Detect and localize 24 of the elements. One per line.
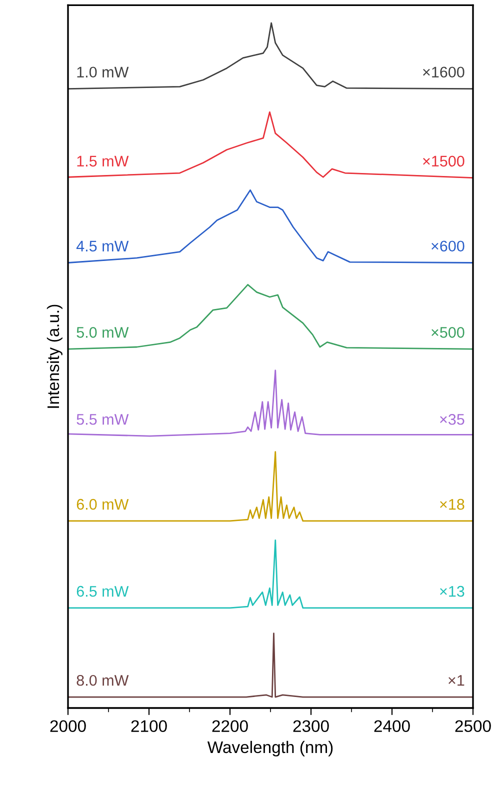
x-tick-label: 2400 bbox=[374, 720, 410, 732]
x-tick-label: 2100 bbox=[131, 720, 167, 732]
x-tick-label: 2300 bbox=[293, 720, 329, 732]
series-label: 1.0 mW bbox=[77, 66, 129, 78]
x-axis-title: Wavelength (nm) bbox=[207, 740, 333, 756]
series-label: 6.0 mW bbox=[76, 498, 129, 510]
series-label: 1.5 mW bbox=[77, 156, 129, 167]
annotation: ×13 bbox=[440, 586, 464, 597]
series-label: 5.0 mW bbox=[76, 326, 129, 338]
x-tick-label: 2500 bbox=[455, 720, 491, 732]
series-label: 8.0 mW bbox=[76, 674, 129, 686]
annotation: ×18 bbox=[440, 498, 464, 510]
annotation: ×500 bbox=[432, 326, 464, 338]
annotation: ×35 bbox=[440, 414, 464, 425]
x-tick-label: 2000 bbox=[50, 720, 86, 732]
y-axis-title: Intensity (a.u.) bbox=[46, 304, 62, 408]
annotation: ×600 bbox=[432, 240, 464, 252]
annotation: ×1500 bbox=[423, 156, 464, 167]
series-label: 6.5 mW bbox=[76, 586, 129, 597]
series-label: 4.5 mW bbox=[76, 240, 129, 252]
x-tick-label: 2200 bbox=[212, 720, 248, 732]
annotation: ×1 bbox=[448, 675, 464, 686]
annotation: ×1600 bbox=[423, 66, 464, 78]
series-label: 5.5 mW bbox=[76, 414, 129, 425]
